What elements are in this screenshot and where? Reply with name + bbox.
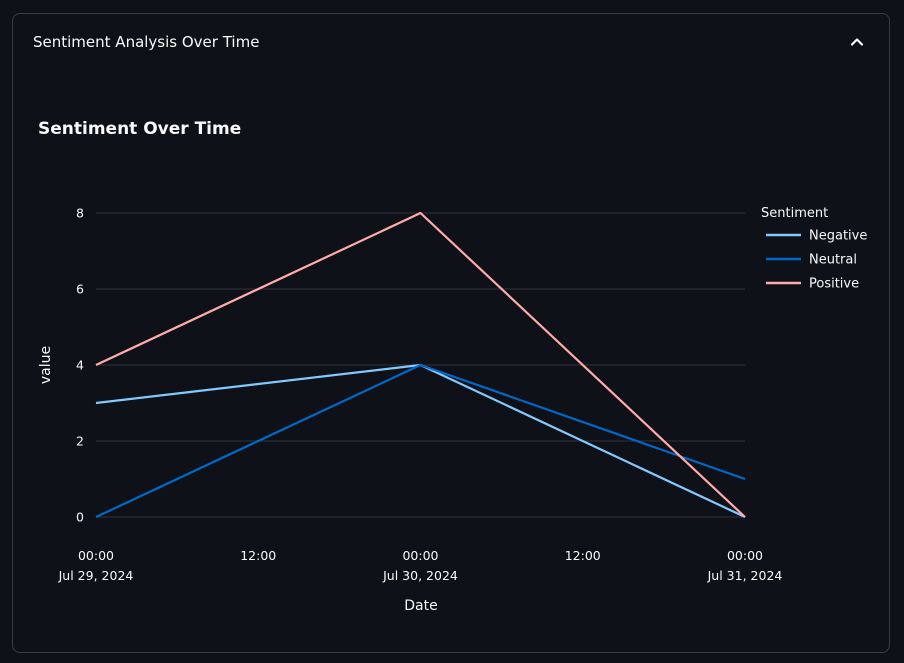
legend-label: Positive [809,277,859,292]
y-tick-label: 6 [76,282,84,297]
chart-title: Sentiment Over Time [38,119,241,139]
legend: Sentiment Negative Neutral Positive [761,206,867,292]
legend-label: Negative [809,229,867,244]
x-tick-label: 00:00 [402,548,438,563]
legend-title: Sentiment [761,206,828,221]
y-tick-labels: 0 2 4 6 8 [76,206,84,525]
x-tick-date-label: Jul 30, 2024 [382,568,458,583]
legend-item-neutral[interactable]: Neutral [766,253,857,268]
series-lines [95,211,746,518]
expander-header[interactable]: Sentiment Analysis Over Time [13,14,889,72]
y-axis-title: value [38,346,54,384]
x-tick-date-label: Jul 29, 2024 [58,568,134,583]
y-tick-label: 0 [76,510,84,525]
x-tick-date-label: Jul 31, 2024 [707,568,783,583]
series-line-positive[interactable] [95,211,746,518]
x-tick-label: 00:00 [78,548,114,563]
y-tick-label: 8 [76,206,84,221]
x-axis-title: Date [404,598,437,614]
y-tick-label: 4 [76,358,84,373]
legend-item-positive[interactable]: Positive [766,277,859,292]
x-tick-label: 12:00 [565,548,601,563]
y-tick-label: 2 [76,434,84,449]
x-tick-label: 12:00 [240,548,276,563]
chevron-up-icon[interactable] [847,32,867,52]
legend-label: Neutral [809,253,857,268]
sentiment-expander: Sentiment Analysis Over Time [12,13,890,653]
x-tick-labels: 00:00 Jul 29, 2024 12:00 00:00 Jul 30, 2024 1… [58,548,783,583]
expander-title: Sentiment Analysis Over Time [33,33,260,51]
x-tick-label: 00:00 [727,548,763,563]
legend-item-negative[interactable]: Negative [766,229,867,244]
series-line-neutral[interactable] [95,363,746,518]
